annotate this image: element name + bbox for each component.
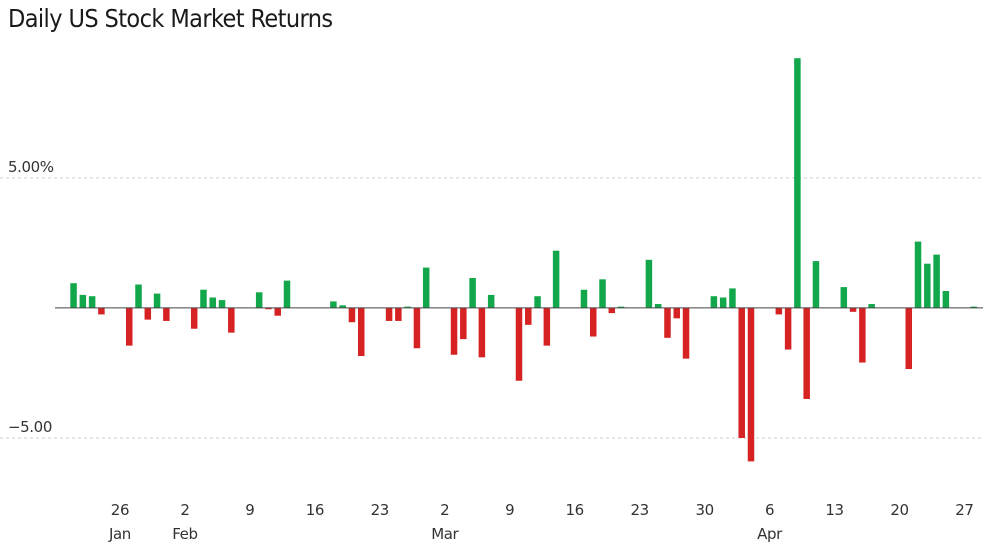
bar [450, 307, 458, 355]
bar [645, 259, 653, 308]
bar [487, 294, 495, 308]
y-tick-label: 5.00% [8, 158, 54, 176]
bar [664, 307, 671, 338]
bar [534, 296, 541, 308]
bar [552, 250, 560, 308]
bar [330, 301, 337, 308]
x-tick-label: 30 [695, 501, 713, 519]
bar [738, 307, 745, 438]
bar [682, 307, 690, 359]
x-month-label: Apr [757, 525, 783, 543]
bar [190, 307, 198, 329]
x-tick-labels: 26 Jan 2 Feb 9 16 23 2 Mar 9 16 23 30 6 Apr 13 20 27 [108, 501, 974, 543]
bar [784, 307, 792, 350]
bars [70, 58, 977, 462]
bar [144, 307, 152, 320]
bar [265, 307, 272, 310]
x-tick-label: 13 [825, 501, 843, 519]
bar [469, 278, 476, 308]
x-tick-label: 16 [306, 501, 324, 519]
bar [849, 307, 857, 312]
bar [404, 306, 411, 308]
bar [88, 296, 96, 308]
bar [460, 307, 467, 340]
x-tick-label: 6 [765, 501, 774, 519]
bar [812, 261, 820, 308]
bar [589, 307, 597, 337]
bar [163, 307, 170, 321]
bar [775, 307, 783, 315]
bar [942, 291, 950, 308]
bar [98, 307, 105, 315]
bar [283, 280, 291, 308]
bar [385, 307, 393, 321]
x-tick-label: 16 [566, 501, 584, 519]
bar [933, 254, 940, 308]
bar [348, 307, 356, 323]
x-tick-label: 9 [245, 501, 254, 519]
bar [153, 293, 161, 308]
gridlines [0, 177, 983, 439]
x-tick-label: 26 [111, 501, 129, 519]
bar [710, 296, 718, 308]
bar [654, 304, 662, 308]
x-tick-label: 2 [180, 501, 189, 519]
bar [803, 307, 810, 399]
bar [608, 307, 616, 314]
bar [747, 307, 755, 462]
bar [422, 267, 430, 308]
x-tick-label: 2 [440, 501, 449, 519]
bar [135, 284, 142, 308]
bar [840, 287, 848, 308]
bar [914, 241, 922, 308]
x-tick-label: 9 [505, 501, 514, 519]
bar [413, 307, 421, 349]
bar [868, 304, 875, 308]
chart-title: Daily US Stock Market Returns [8, 4, 333, 33]
bar [617, 306, 625, 308]
bar [599, 279, 606, 308]
bar [970, 306, 977, 308]
bar [543, 307, 551, 346]
bar [580, 289, 588, 308]
x-tick-label: 27 [955, 501, 973, 519]
y-tick-labels: 5.00% −5.00 [8, 158, 54, 436]
bar [228, 307, 235, 333]
bar [525, 307, 532, 325]
bar [255, 292, 263, 308]
bar [673, 307, 681, 319]
bar [719, 297, 727, 308]
x-tick-label: 23 [371, 501, 389, 519]
bar [794, 58, 801, 308]
bar [357, 307, 365, 357]
bar [395, 307, 402, 321]
x-month-label: Jan [108, 525, 131, 543]
bar [339, 305, 346, 308]
bar [79, 294, 87, 308]
bar [218, 300, 226, 308]
bar [125, 307, 133, 346]
bar [515, 307, 523, 381]
x-month-label: Feb [172, 525, 197, 543]
x-tick-label: 20 [890, 501, 908, 519]
bar [478, 307, 486, 358]
bar [859, 307, 866, 363]
bar [209, 297, 217, 308]
x-tick-label: 23 [630, 501, 648, 519]
bar [729, 288, 736, 308]
bar [70, 283, 77, 308]
bar [274, 307, 281, 316]
bar [924, 263, 931, 308]
x-month-label: Mar [431, 525, 459, 543]
y-tick-label: −5.00 [8, 418, 52, 436]
bar [905, 307, 913, 370]
bar [200, 289, 207, 308]
